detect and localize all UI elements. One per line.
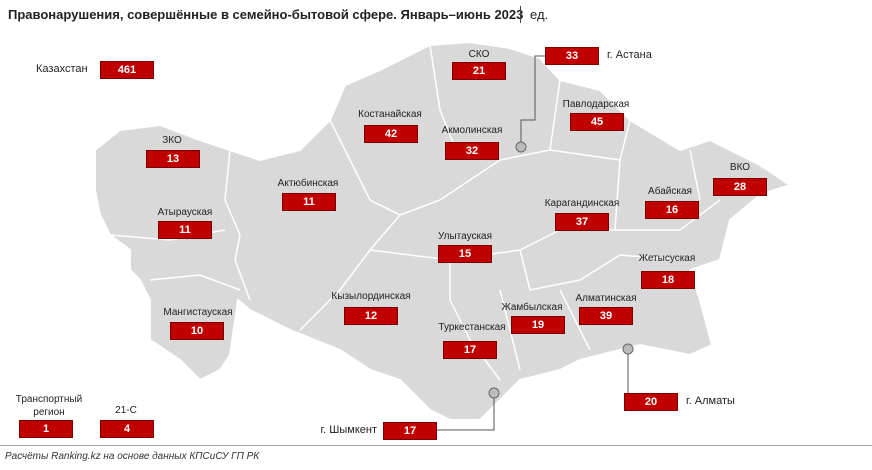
region-label: Улытауская: [437, 231, 493, 242]
region-label: Карагандинская: [544, 198, 620, 209]
region-value: 11: [158, 221, 212, 239]
region-label: Алматинская: [575, 293, 637, 304]
region-label: Атырауская: [157, 207, 213, 218]
city-label: г. Астана: [607, 49, 652, 61]
region-value: 42: [364, 125, 418, 143]
separator: [520, 6, 521, 23]
region-value: 13: [146, 150, 200, 168]
region-label: Павлодарская: [562, 99, 630, 110]
title: Правонарушения, совершённые в семейно-бы…: [8, 7, 524, 22]
other-value: 4: [100, 420, 154, 438]
region-value: 28: [713, 178, 767, 196]
city-label: г. Алматы: [686, 395, 735, 407]
region-value: 12: [344, 307, 398, 325]
region-value: 18: [641, 271, 695, 289]
region-label: СКО: [468, 49, 490, 60]
unit: ед.: [530, 7, 549, 22]
region-value: 11: [282, 193, 336, 211]
region-value: 16: [645, 201, 699, 219]
total-label: Казахстан: [36, 63, 88, 75]
other-label: Транспортный регион: [15, 394, 83, 418]
region-value: 19: [511, 316, 565, 334]
region-label: ЗКО: [162, 135, 182, 146]
region-label: Мангистауская: [163, 307, 233, 318]
other-label: 21-С: [115, 405, 137, 416]
region-value: 32: [445, 142, 499, 160]
region-label: Акмолинская: [441, 125, 503, 136]
region-value: 15: [438, 245, 492, 263]
total-value: 461: [100, 61, 154, 79]
region-value: 10: [170, 322, 224, 340]
region-value: 45: [570, 113, 624, 131]
region-label: Костанайская: [358, 109, 422, 120]
source: Расчёты Ranking.kz на основе данных КПСи…: [5, 451, 260, 462]
city-value: 33: [545, 47, 599, 65]
city-value: 17: [383, 422, 437, 440]
region-label: Абайская: [648, 186, 692, 197]
region-label: Жамбылская: [501, 302, 563, 313]
region-label: ВКО: [729, 162, 751, 173]
other-value: 1: [19, 420, 73, 438]
city-dots: [488, 141, 634, 399]
region-label: Туркестанская: [438, 322, 506, 333]
city-label: г. Шымкент: [320, 424, 378, 436]
region-label: Жетысуская: [638, 253, 696, 264]
country-shape: [94, 40, 793, 421]
city-value: 20: [624, 393, 678, 411]
footer-rule: [0, 445, 872, 446]
region-value: 17: [443, 341, 497, 359]
region-label: Актюбинская: [277, 178, 339, 189]
region-value: 21: [452, 62, 506, 80]
region-label: Кызылординская: [331, 291, 411, 302]
region-value: 39: [579, 307, 633, 325]
region-value: 37: [555, 213, 609, 231]
